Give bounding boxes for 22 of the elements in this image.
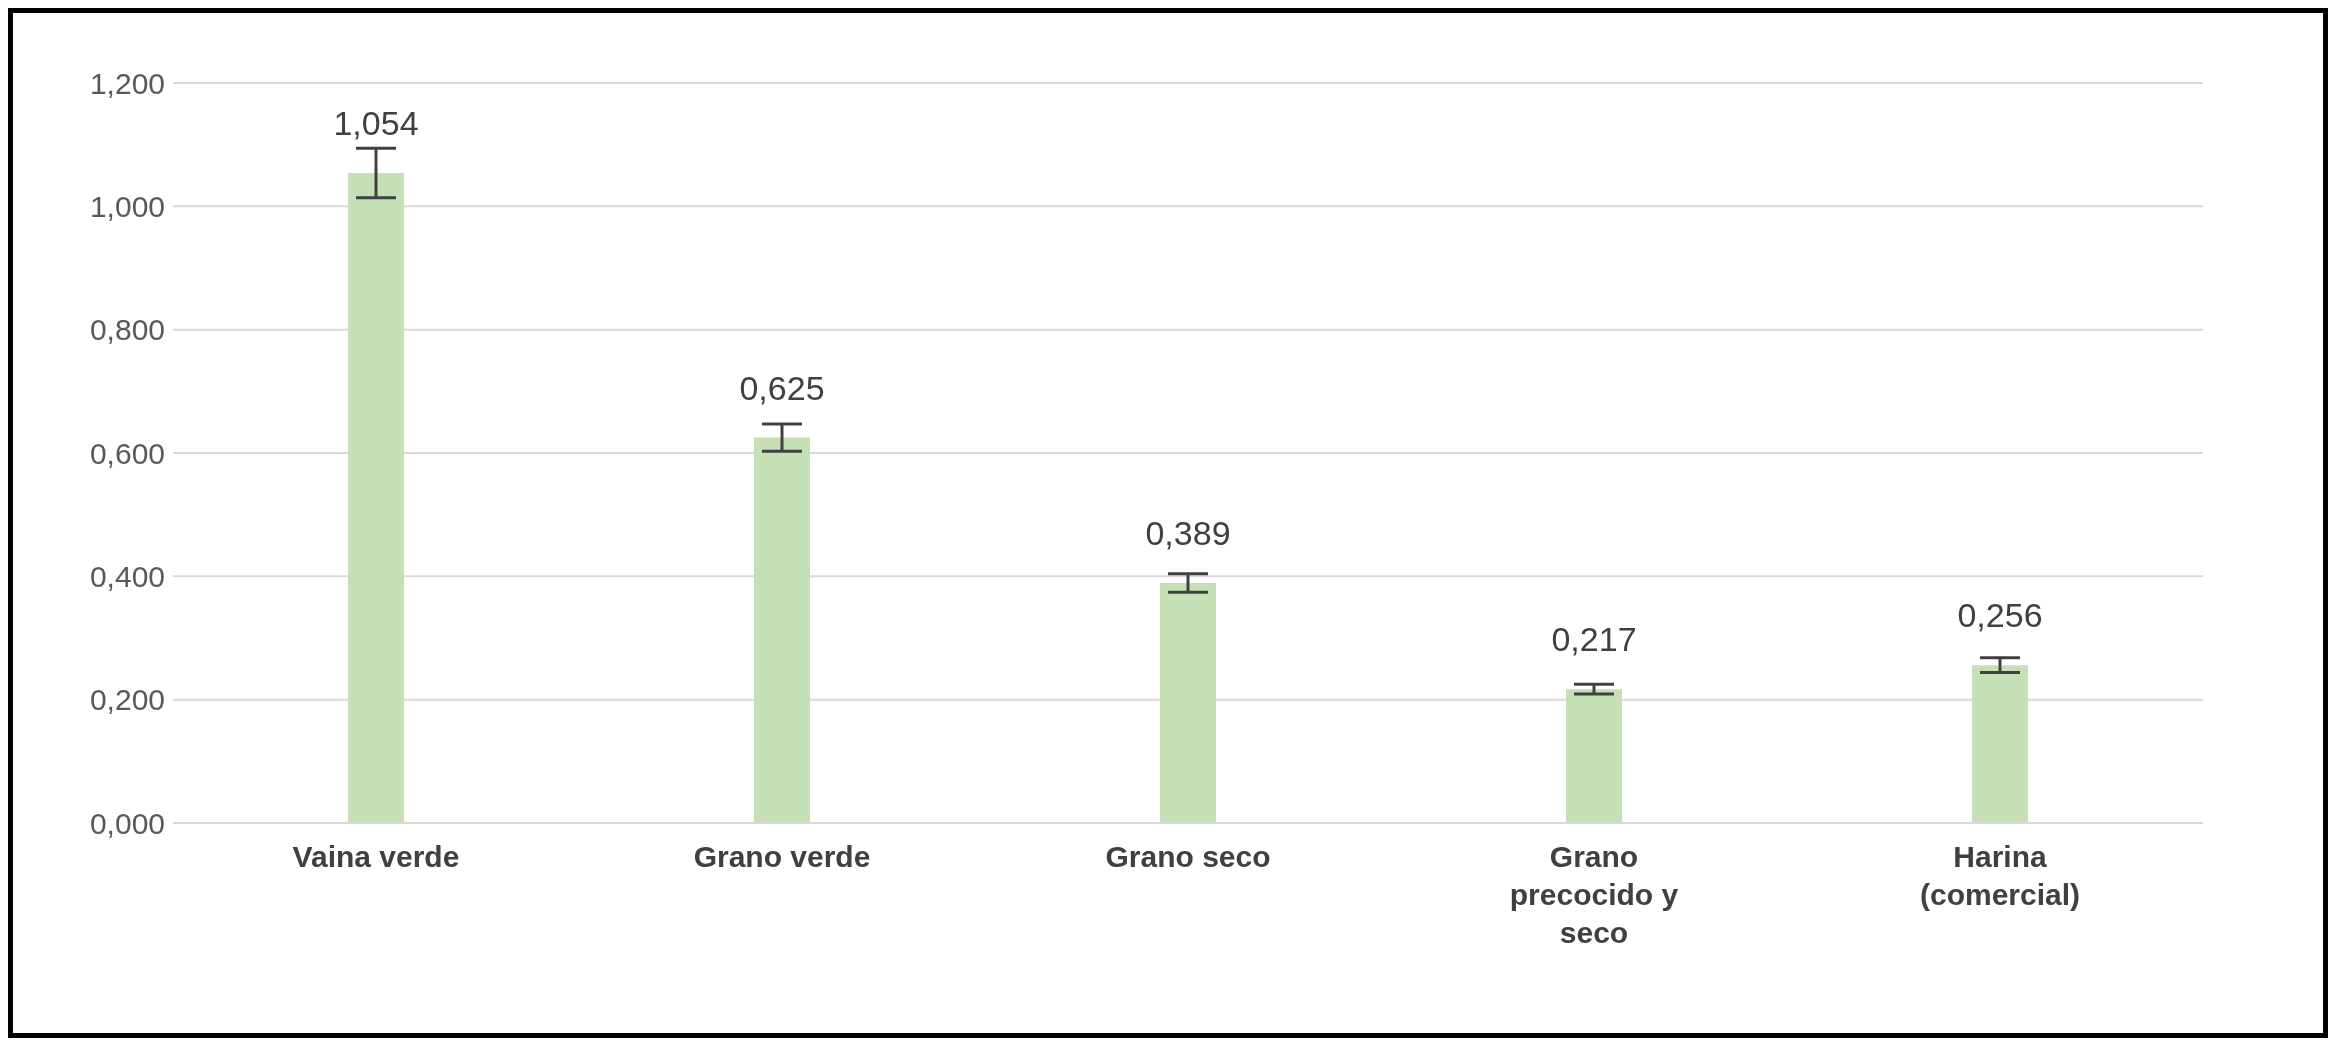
bar <box>1566 689 1622 823</box>
x-tick-label: Grano precocido y seco <box>1509 840 1679 949</box>
y-tick-label: 0,800 <box>89 313 165 347</box>
x-tick-label: Vaina verde <box>292 840 460 873</box>
y-tick-label: 0,000 <box>89 806 165 840</box>
x-tick-label: Grano seco <box>1105 840 1271 873</box>
y-tick-label: 0,600 <box>89 436 165 470</box>
bar <box>1160 583 1216 823</box>
y-tick-label: 1,200 <box>89 66 165 100</box>
x-tick-label: Grano verde <box>693 840 871 873</box>
data-label: 0,256 <box>1957 596 2043 635</box>
y-tick-label: 0,200 <box>89 683 165 717</box>
data-label: 0,217 <box>1551 620 1637 659</box>
bar <box>1972 665 2028 823</box>
data-label: 1,054 <box>333 104 419 143</box>
x-tick-label: Harina (comercial) <box>1919 840 2081 911</box>
data-label: 0,625 <box>739 368 825 407</box>
data-label: 0,389 <box>1145 514 1231 553</box>
y-tick-label: 1,000 <box>89 189 165 223</box>
bar <box>754 437 810 823</box>
y-tick-label: 0,400 <box>89 559 165 593</box>
bar <box>348 173 404 823</box>
